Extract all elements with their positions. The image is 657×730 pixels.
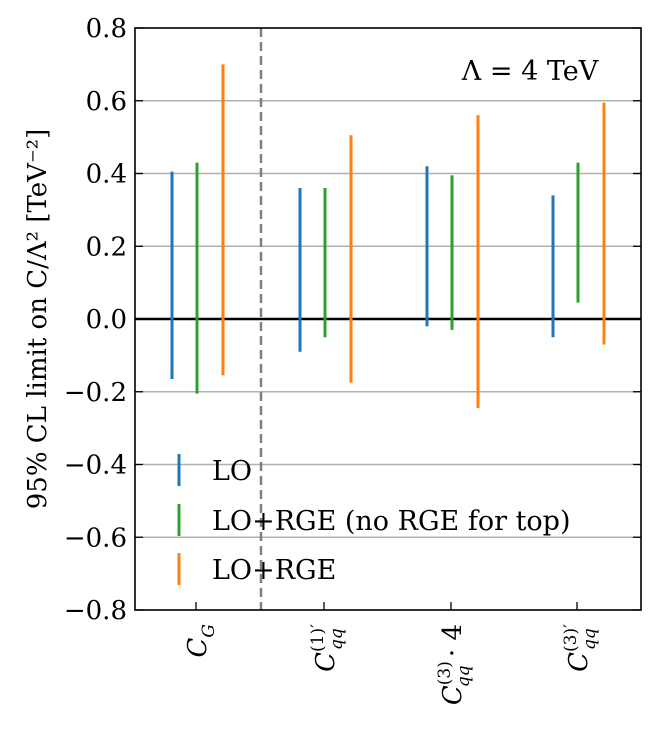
legend: LO LO+RGE (no RGE for top) LO+RGE	[177, 454, 571, 586]
x-tick-label: C(1)′qq	[308, 624, 347, 672]
x-tick-label: C(3)′qq	[561, 624, 600, 672]
y-tick-label: 0.6	[86, 87, 127, 117]
grid-lines	[135, 100, 641, 538]
y-tick-label: −0.2	[64, 378, 127, 408]
y-tick-label: −0.4	[64, 451, 127, 481]
y-tick-label: 0.0	[86, 305, 127, 335]
y-axis-label: 95% CL limit on C/Λ² [TeV⁻²]	[23, 129, 53, 510]
legend-label: LO+RGE	[212, 555, 336, 586]
y-tick-label: −0.6	[64, 523, 127, 553]
y-tick-label: −0.8	[64, 596, 127, 626]
x-tick-label: C(3)qq · 4	[435, 624, 474, 705]
x-tick-label-text: C(3)qq · 4	[435, 624, 474, 705]
y-tick-label: 0.4	[86, 160, 127, 190]
x-tick-label-text: CG	[183, 624, 219, 658]
y-tick-label: 0.8	[86, 14, 127, 44]
legend-label: LO+RGE (no RGE for top)	[212, 506, 571, 537]
legend-label: LO	[212, 456, 252, 487]
annotation: Λ = 4 TeV	[461, 56, 599, 87]
series-layer	[170, 64, 606, 409]
x-ticks: CG C(1)′qq C(3)qq · 4 C(3)′qq	[183, 602, 600, 705]
x-tick-label-text: C(1)′qq	[308, 624, 347, 672]
x-tick-label: CG	[183, 624, 219, 658]
x-tick-label-text: C(3)′qq	[561, 624, 600, 672]
y-tick-label: 0.2	[86, 232, 127, 262]
y-ticks: −0.8 −0.6 −0.4 −0.2 0.0 0.2 0.4 0.6 0.8	[64, 14, 641, 626]
